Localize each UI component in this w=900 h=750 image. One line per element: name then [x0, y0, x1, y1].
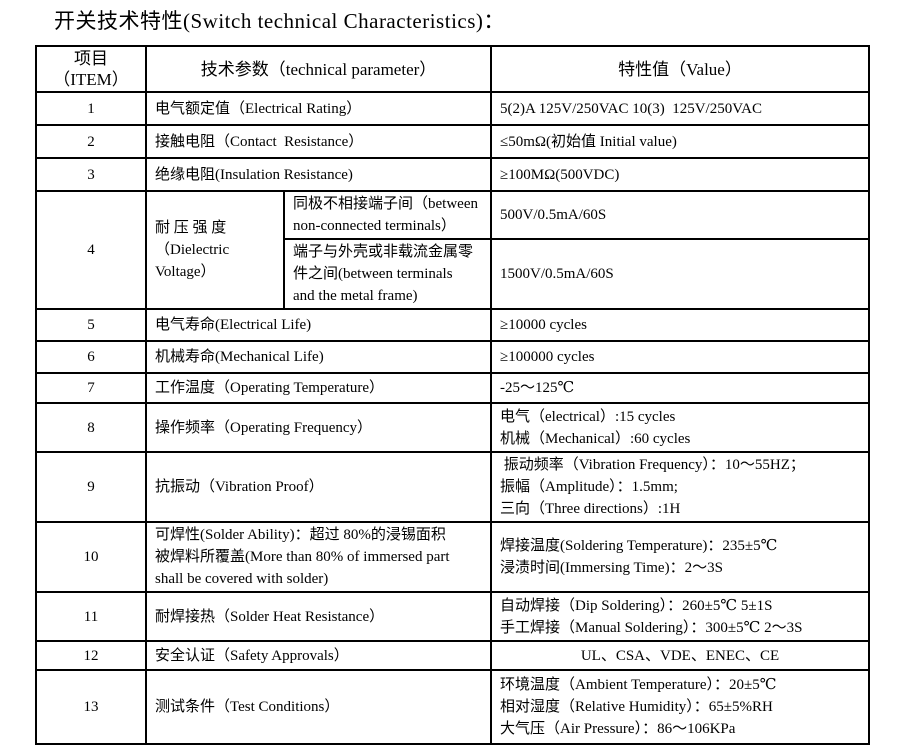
table-row: 1 电气额定值（Electrical Rating） 5(2)A 125V/25… [35, 91, 870, 126]
cell-value-9: 振动频率（Vibration Frequency）：10～55HZ； 振幅（Am… [490, 451, 870, 523]
cell-item-13: 13 [35, 669, 147, 745]
cell-parameter-6: 机械寿命(Mechanical Life) [145, 340, 492, 374]
cell-item-1: 1 [35, 91, 147, 126]
table-row: 10 可焊性(Solder Ability)：超过 80%的浸锡面积 被焊料所覆… [35, 521, 870, 593]
cell-value-13: 环境温度（Ambient Temperature）：20±5℃ 相对湿度（Rel… [490, 669, 870, 745]
table-row: 3 绝缘电阻(Insulation Resistance) ≥100MΩ(500… [35, 157, 870, 192]
cell-item-7: 7 [35, 372, 147, 404]
cell-parameter-2: 接触电阻（Contact Resistance） [145, 124, 492, 159]
table-row: 端子与外壳或非载流金属零 件之间(between terminals and t… [36, 238, 870, 310]
table-row: 8 操作频率（Operating Frequency） 电气（electrica… [35, 402, 870, 453]
cell-item-11: 11 [35, 591, 147, 642]
header-parameter: 技术参数（technical parameter） [145, 45, 492, 93]
table-row: 9 抗振动（Vibration Proof） 振动频率（Vibration Fr… [35, 451, 870, 523]
cell-value-5: ≥10000 cycles [490, 308, 870, 342]
cell-item-10: 10 [35, 521, 147, 593]
table-row: 7 工作温度（Operating Temperature） -25～125℃ [35, 372, 870, 404]
cell-value-12: UL、CSA、VDE、ENEC、CE [490, 640, 870, 671]
table-header-row: 项目 （ITEM） 技术参数（technical parameter） 特性值（… [35, 45, 870, 93]
cell-value-1: 5(2)A 125V/250VAC 10(3) 125V/250VAC [490, 91, 870, 126]
header-value: 特性值（Value） [490, 45, 870, 93]
table-row: 5 电气寿命(Electrical Life) ≥10000 cycles [35, 308, 870, 342]
table-row: 11 耐焊接热（Solder Heat Resistance） 自动焊接（Dip… [35, 591, 870, 642]
table-row: 4 耐 压 强 度 （Dielectric Voltage） 同极不相接端子间（… [35, 190, 870, 310]
page-title: 开关技术特性(Switch technical Characteristics)… [54, 9, 505, 33]
cell-parameter-8: 操作频率（Operating Frequency） [145, 402, 492, 453]
cell-parameter-4: 耐 压 强 度 （Dielectric Voltage） [145, 190, 285, 310]
cell-item-2: 2 [35, 124, 147, 159]
cell-value-3: ≥100MΩ(500VDC) [490, 157, 870, 192]
cell-parameter-13: 测试条件（Test Conditions） [145, 669, 492, 745]
cell-item-9: 9 [35, 451, 147, 523]
cell-item-8: 8 [35, 402, 147, 453]
cell-item-12: 12 [35, 640, 147, 671]
cell-parameter-7: 工作温度（Operating Temperature） [145, 372, 492, 404]
cell-parameter-10: 可焊性(Solder Ability)：超过 80%的浸锡面积 被焊料所覆盖(M… [145, 521, 492, 593]
table-row: 2 接触电阻（Contact Resistance） ≤50mΩ(初始值 Ini… [35, 124, 870, 159]
cell-item-5: 5 [35, 308, 147, 342]
cell-value-2: ≤50mΩ(初始值 Initial value) [490, 124, 870, 159]
cell-parameter-9: 抗振动（Vibration Proof） [145, 451, 492, 523]
cell-parameter-11: 耐焊接热（Solder Heat Resistance） [145, 591, 492, 642]
table-row: 12 安全认证（Safety Approvals） UL、CSA、VDE、ENE… [35, 640, 870, 671]
spec-table: 项目 （ITEM） 技术参数（technical parameter） 特性值（… [35, 45, 870, 745]
cell-value-7: -25～125℃ [490, 372, 870, 404]
cell-condition-4a: 同极不相接端子间（between non-connected terminals… [283, 190, 492, 240]
cell-parameter-12: 安全认证（Safety Approvals） [145, 640, 492, 671]
cell-item-3: 3 [35, 157, 147, 192]
cell-value-11: 自动焊接（Dip Soldering）：260±5℃ 5±1S 手工焊接（Man… [490, 591, 870, 642]
cell-value-4a: 500V/0.5mA/60S [490, 190, 870, 240]
cell-parameter-3: 绝缘电阻(Insulation Resistance) [145, 157, 492, 192]
cell-item-4: 4 [35, 190, 147, 310]
cell-value-8: 电气（electrical）:15 cycles 机械（Mechanical）:… [490, 402, 870, 453]
table-row: 13 测试条件（Test Conditions） 环境温度（Ambient Te… [35, 669, 870, 745]
cell-condition-4b: 端子与外壳或非载流金属零 件之间(between terminals and t… [283, 238, 492, 310]
table-row: 6 机械寿命(Mechanical Life) ≥100000 cycles [35, 340, 870, 374]
cell-item-6: 6 [35, 340, 147, 374]
cell-value-10: 焊接温度(Soldering Temperature)：235±5℃ 浸渍时间(… [490, 521, 870, 593]
cell-value-6: ≥100000 cycles [490, 340, 870, 374]
cell-parameter-5: 电气寿命(Electrical Life) [145, 308, 492, 342]
header-item: 项目 （ITEM） [35, 45, 147, 93]
cell-parameter-1: 电气额定值（Electrical Rating） [145, 91, 492, 126]
cell-value-4b: 1500V/0.5mA/60S [490, 238, 870, 310]
